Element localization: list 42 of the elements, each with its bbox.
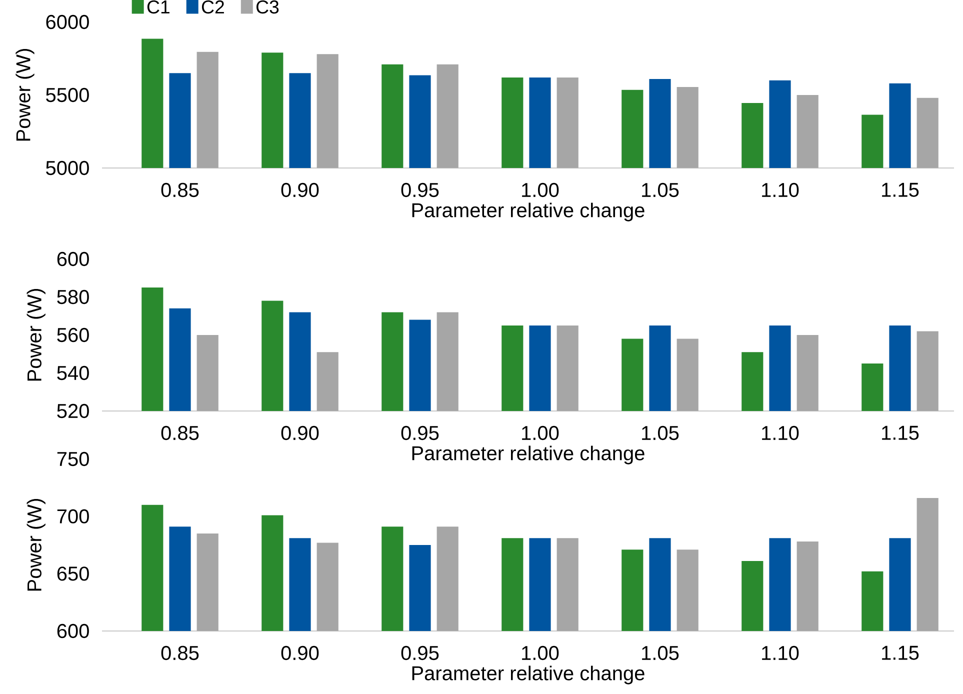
y-tick-label: 650 [57,566,89,581]
x-tick-label: 0.95 [401,426,439,440]
y-axis-title: Power (W) [16,49,34,141]
legend-label: C3 [256,0,279,14]
x-tick-label: 0.85 [161,426,199,440]
x-tick-label: 1.05 [642,646,679,660]
x-tick-label: 1.10 [762,646,799,660]
x-tick-label: 1.05 [642,426,679,440]
x-tick-label: 1.05 [642,182,679,198]
x-tick-label: 1.00 [522,182,559,198]
x-tick-label: 1.15 [882,182,919,197]
x-tick-label: 1.10 [762,182,799,198]
y-tick-label: 520 [57,404,89,418]
y-tick-label: 560 [57,328,89,342]
x-tick-label: 1.10 [762,426,799,440]
y-axis-title: Power (W) [26,499,46,591]
x-tick-label: 1.00 [522,426,559,440]
y-tick-label: 750 [57,452,89,466]
y-tick-label: 580 [57,290,89,304]
y-tick-label: 700 [57,509,89,524]
x-tick-label: 0.85 [161,646,199,660]
y-tick-label: 5000 [46,160,89,176]
x-tick-label: 1.00 [522,646,559,660]
x-tick-label: 0.90 [281,426,319,440]
x-tick-label: 0.90 [281,646,319,660]
x-axis-title: Parameter relative change [412,202,644,222]
x-tick-label: 0.95 [401,646,439,660]
x-axis-title: Parameter relative change [412,446,644,464]
y-tick-label: 5500 [46,88,89,102]
y-tick-label: 600 [57,624,89,638]
x-tick-label: 0.85 [161,182,199,198]
x-axis-title: Parameter relative change [412,666,644,684]
x-tick-label: 0.95 [401,182,439,198]
x-tick-label: 0.90 [281,182,319,198]
y-tick-label: 600 [57,252,89,266]
x-tick-label: 1.15 [882,426,919,440]
y-tick-label: 540 [57,366,89,380]
y-axis-title: Power (W) [26,289,46,381]
x-tick-label: 1.15 [882,646,919,660]
legend-label: C1 [147,0,170,14]
y-tick-label: 6000 [46,14,89,30]
legend-label: C2 [202,0,224,14]
